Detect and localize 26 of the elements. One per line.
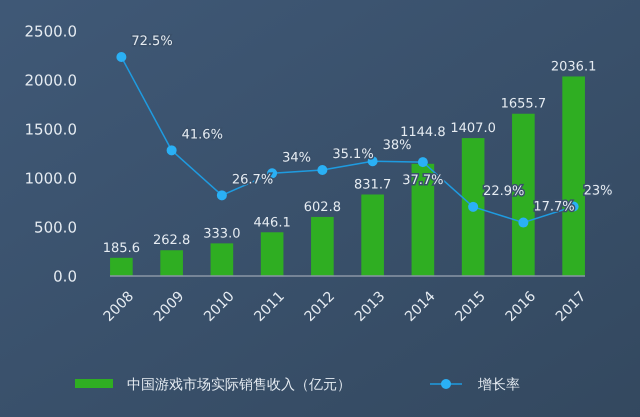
- y-tick-label: 2000.0: [24, 71, 77, 90]
- data-label: 34%: [282, 150, 312, 166]
- data-label: 22.9%: [483, 184, 524, 199]
- data-label: 185.6: [102, 240, 140, 256]
- data-label: 602.8: [304, 200, 341, 215]
- data-label: 1407.0: [450, 121, 496, 136]
- data-label: 72.5%: [131, 34, 173, 49]
- data-label: 35.1%: [332, 146, 374, 162]
- data-label: 23%: [584, 184, 613, 199]
- data-label: 446.1: [254, 215, 291, 230]
- legend-label: 中国游戏市场实际销售收入（亿元）: [127, 376, 351, 393]
- data-label: 1655.7: [500, 96, 546, 112]
- data-label: 262.8: [153, 233, 190, 248]
- data-label: 38%: [382, 138, 412, 154]
- y-tick-label: 2500.0: [24, 22, 77, 40]
- data-label: 2036.1: [550, 59, 596, 74]
- data-label: 831.7: [354, 177, 392, 192]
- legend-label: 增长率: [477, 376, 520, 393]
- y-tick-label: 1500.0: [24, 120, 77, 138]
- y-tick-label: 500.0: [34, 218, 77, 236]
- y-tick-label: 0.0: [53, 267, 77, 286]
- y-tick-label: 1000.0: [24, 169, 77, 188]
- data-label: 333.0: [203, 226, 240, 242]
- data-label: 37.7%: [402, 173, 444, 188]
- data-label: 41.6%: [182, 127, 223, 142]
- data-label: 1144.8: [400, 125, 446, 140]
